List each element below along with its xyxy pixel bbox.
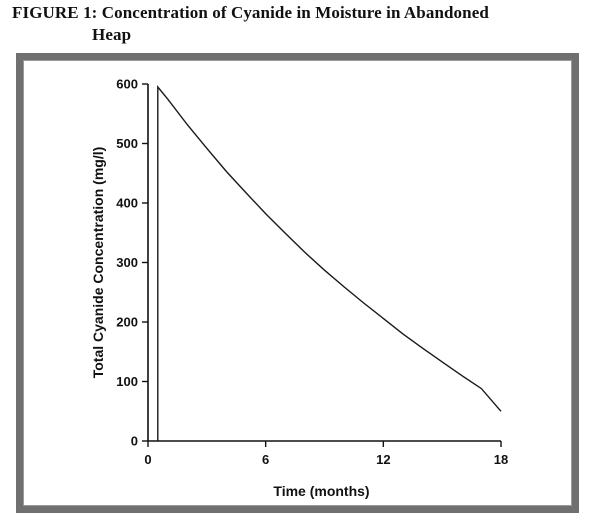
chart-frame	[16, 53, 579, 513]
figure-title-line-2: Heap	[92, 25, 132, 44]
y-tick-label: 200	[116, 315, 138, 330]
x-axis-title: Time (months)	[273, 483, 369, 499]
y-axis-title: Total Cyanide Concentration (mg/l)	[90, 147, 106, 379]
figure-title: FIGURE 1: Concentration of Cyanide in Mo…	[12, 2, 592, 46]
y-tick-label: 0	[131, 434, 138, 449]
figure-title-line-1: FIGURE 1: Concentration of Cyanide in Mo…	[12, 3, 489, 22]
y-ticks: 0 100 200 300 400 500 600	[116, 77, 148, 449]
y-tick-label: 500	[116, 136, 138, 151]
x-tick-label: 6	[262, 452, 269, 467]
y-tick-label: 300	[116, 255, 138, 270]
series-line	[157, 85, 502, 441]
axes	[147, 84, 501, 442]
x-tick-label: 0	[144, 452, 151, 467]
y-tick-label: 100	[116, 374, 138, 389]
x-ticks: 0 6 12 18	[144, 441, 508, 467]
y-tick-label: 400	[116, 196, 138, 211]
x-tick-label: 18	[494, 452, 508, 467]
x-tick-label: 12	[376, 452, 390, 467]
y-tick-label: 600	[116, 77, 138, 92]
